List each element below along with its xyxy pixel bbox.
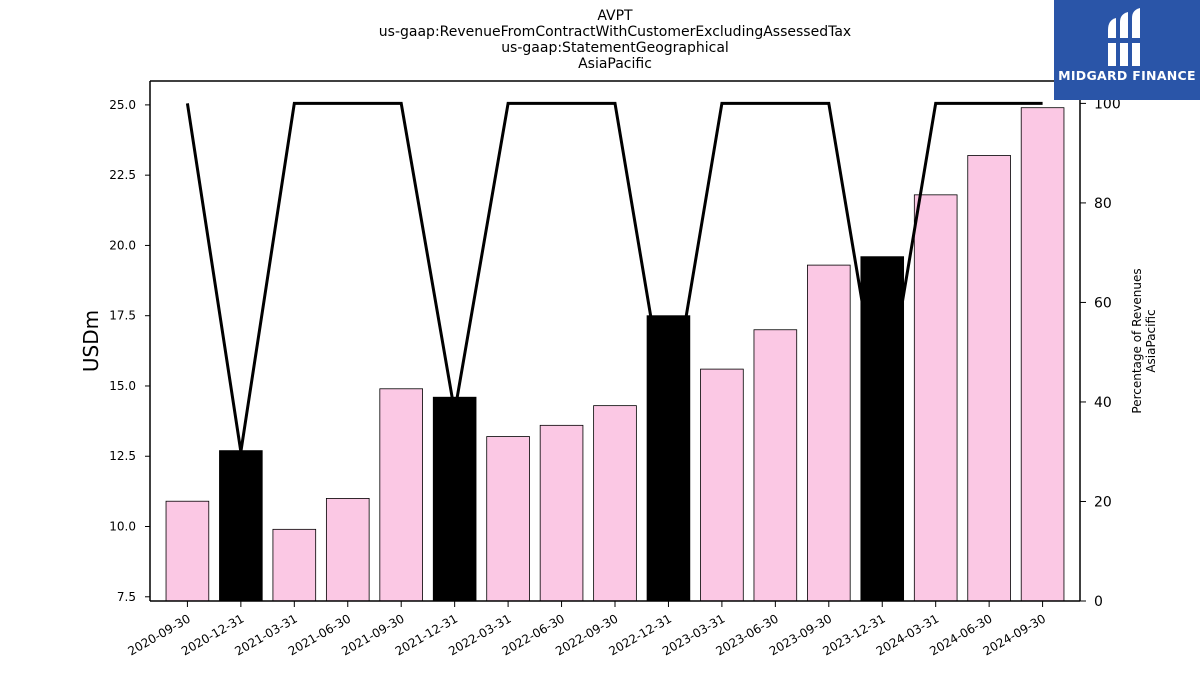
y-tick-label: 15.0	[109, 379, 136, 393]
bar-2024-09-30	[1020, 107, 1065, 602]
y2-tick-label: 100	[1094, 96, 1121, 112]
midgard-finance-logo: MIDGARD FINANCE	[1054, 0, 1200, 100]
bar-2021-12-31	[432, 396, 477, 602]
bar-2021-09-30	[379, 388, 423, 602]
y2-label-line-1: AsiaPacific	[1144, 309, 1158, 372]
title-line-2: us-gaap:StatementGeographical	[501, 40, 729, 56]
bar-2020-09-30	[165, 500, 210, 602]
right-y-axis-label: Percentage of Revenues AsiaPacific	[1130, 268, 1158, 413]
y2-label-line-0: Percentage of Revenues	[1130, 268, 1144, 413]
left-y-ticks: 7.5 10.0 12.5 15.0 17.5 20.0 22.5 25.0	[109, 98, 150, 604]
logo-mark-icon	[1106, 8, 1142, 66]
y-tick-label: 25.0	[109, 98, 136, 112]
bar-2023-03-31	[700, 368, 744, 602]
bar-2022-06-30	[539, 424, 584, 602]
bars	[165, 107, 1065, 602]
bar-2024-03-31	[913, 194, 958, 602]
chart-title: AVPTus-gaap:RevenueFromContractWithCusto…	[379, 8, 851, 72]
percentage-line	[185, 101, 1043, 452]
bar-2021-06-30	[325, 498, 370, 602]
y2-tick-label: 0	[1094, 594, 1103, 610]
y-tick-label: 12.5	[109, 449, 136, 463]
title-line-1: us-gaap:RevenueFromContractWithCustomerE…	[379, 24, 851, 40]
y2-tick-label: 80	[1094, 196, 1112, 212]
y2-tick-label: 20	[1094, 494, 1112, 510]
bar-2023-06-30	[753, 329, 798, 602]
x-ticks: 2020-09-302020-12-312021-03-312021-06-30…	[126, 601, 1048, 658]
bar-2020-12-31	[219, 450, 263, 602]
title-line-0: AVPT	[597, 8, 633, 24]
bar-2021-03-31	[272, 528, 317, 602]
bar-2022-12-31	[646, 315, 691, 602]
bar-2022-03-31	[486, 436, 530, 602]
y2-tick-label: 40	[1094, 395, 1112, 411]
bar-2023-12-31	[860, 256, 905, 602]
bar-2022-09-30	[593, 405, 637, 602]
y-tick-label: 22.5	[109, 168, 136, 182]
percentage-line-layer	[185, 101, 1043, 452]
y2-tick-label: 60	[1094, 295, 1112, 311]
bar-2024-06-30	[967, 155, 1011, 602]
y-tick-label: 10.0	[109, 520, 136, 534]
y-tick-label: 7.5	[117, 590, 136, 604]
right-y-ticks: 0 20 40 60 80 100	[1080, 96, 1121, 610]
y-tick-label: 17.5	[109, 309, 136, 323]
logo-text: MIDGARD FINANCE	[1058, 68, 1196, 83]
bar-2023-09-30	[807, 264, 851, 602]
title-line-3: AsiaPacific	[578, 56, 652, 72]
y-tick-label: 20.0	[109, 238, 136, 252]
y-axis-label: USDm	[79, 310, 103, 372]
